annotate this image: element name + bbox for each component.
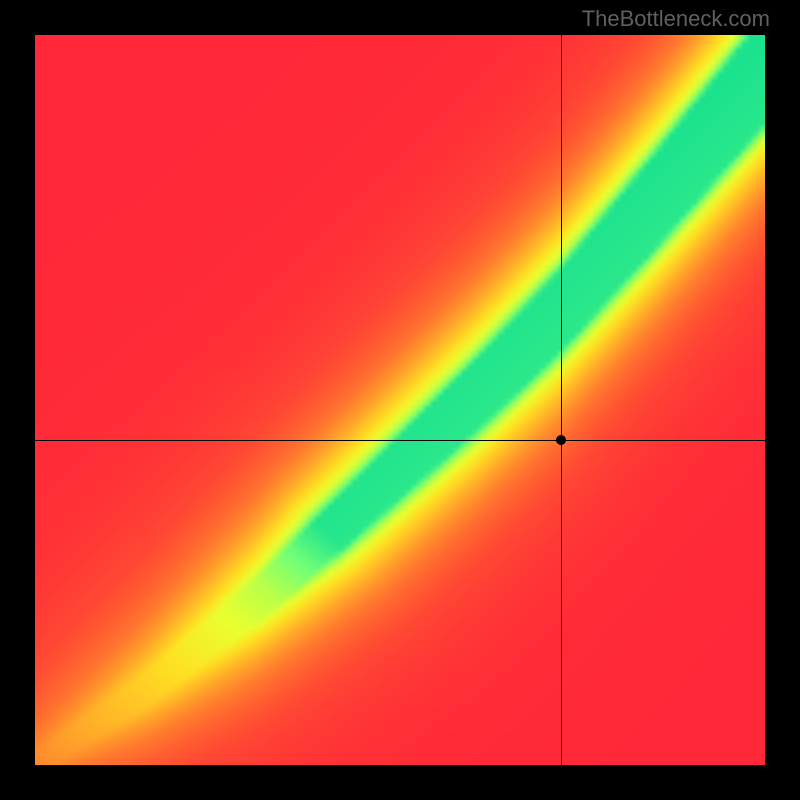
crosshair-marker — [556, 435, 566, 445]
heatmap-canvas — [35, 35, 765, 765]
bottleneck-heatmap — [35, 35, 765, 765]
crosshair-vertical — [561, 35, 562, 765]
crosshair-horizontal — [35, 440, 765, 441]
watermark-text: TheBottleneck.com — [582, 6, 770, 32]
